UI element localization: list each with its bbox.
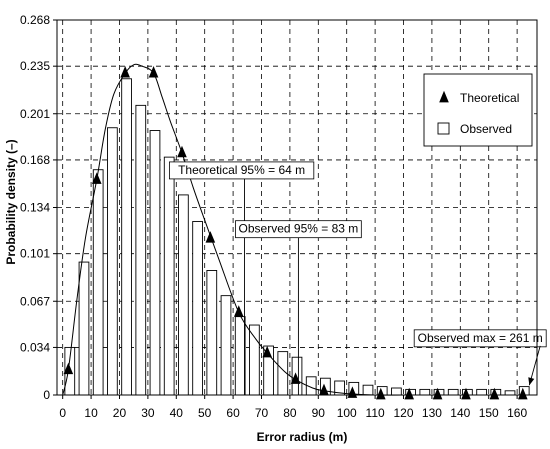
legend-theoretical-marker	[439, 90, 449, 103]
legend-theoretical-label: Theoretical	[460, 91, 519, 105]
annotation-label: Observed max = 261 m	[418, 331, 543, 345]
observed-bar	[78, 261, 90, 396]
theoretical-marker	[148, 65, 159, 78]
observed-bar	[107, 127, 118, 396]
observed-bar	[391, 387, 402, 396]
observed-bar	[419, 388, 431, 396]
annotation-arrowhead	[528, 377, 535, 386]
theoretical-marker	[177, 145, 187, 158]
theoretical-markers	[63, 65, 528, 400]
observed-bar	[192, 221, 203, 396]
x-tick-label: 50	[198, 406, 212, 420]
y-tick-label: 0.067	[20, 294, 50, 308]
x-tick-label: 80	[283, 406, 297, 420]
theoretical-marker	[262, 345, 272, 358]
y-axis-title: Probability density (–)	[4, 139, 18, 264]
theoretical-marker	[205, 231, 216, 243]
y-tick-label: 0.134	[20, 201, 50, 215]
theoretical-marker	[91, 172, 102, 184]
x-tick-label: 0	[59, 406, 66, 420]
x-tick-label: 20	[113, 406, 127, 420]
axes: 0 10 20 30 40 50 60 70 80 90 100 110 120 130 140 150 160…	[20, 13, 538, 420]
x-tick-label: 70	[255, 406, 269, 420]
x-tick-label: 130	[422, 406, 442, 420]
annotation-box	[413, 329, 547, 348]
observed-bar	[121, 78, 132, 396]
legend: Theoretical Observed	[423, 73, 533, 147]
x-tick-label: 140	[450, 406, 470, 420]
observed-bar	[149, 130, 161, 396]
theoretical-marker	[63, 362, 74, 375]
y-tick-label: 0.201	[20, 107, 50, 121]
observed-bar	[476, 388, 487, 396]
y-tick-label: 0.101	[20, 247, 50, 261]
observed-bar	[163, 156, 175, 396]
y-tick-label: 0	[43, 388, 50, 402]
legend-observed-label: Observed	[460, 122, 512, 136]
annotation-box	[169, 161, 315, 180]
y-tick-label: 0.034	[20, 340, 50, 354]
x-tick-label: 40	[170, 406, 184, 420]
theoretical-marker	[319, 383, 329, 396]
legend-observed-swatch	[437, 122, 450, 135]
theoretical-marker	[489, 387, 500, 400]
annotation-label: Theoretical 95% = 64 m	[178, 163, 305, 177]
observed-bar	[362, 384, 374, 396]
y-tick-label: 0.168	[20, 153, 50, 167]
theoretical-marker	[404, 387, 414, 400]
x-tick-label: 120	[393, 406, 413, 420]
x-tick-label: 60	[226, 406, 240, 420]
observed-bar	[220, 295, 232, 396]
y-tick-label: 0.235	[20, 59, 50, 73]
observed-bar	[92, 169, 104, 396]
theoretical-marker	[517, 387, 528, 400]
x-tick-label: 90	[312, 406, 326, 420]
observed-bar	[447, 388, 459, 396]
theoretical-marker	[233, 305, 244, 317]
observed-bar	[504, 390, 516, 396]
observed-bar	[206, 270, 218, 396]
x-tick-label: 110	[366, 406, 385, 420]
theoretical-marker	[432, 387, 443, 400]
theoretical-marker	[375, 387, 386, 400]
observed-bar	[234, 316, 246, 396]
observed-bar	[178, 194, 189, 396]
observed-bar	[135, 104, 147, 396]
annotation-label: Observed 95% = 83 m	[239, 222, 359, 236]
theoretical-marker	[461, 387, 471, 400]
annotations: Theoretical 95% = 64 m Observed 95% = 83 …	[169, 161, 547, 395]
observed-bar	[249, 324, 260, 396]
x-tick-label: 30	[141, 406, 155, 420]
x-tick-label: 160	[507, 406, 527, 420]
x-tick-label: 150	[479, 406, 499, 420]
x-tick-label: 10	[84, 406, 98, 420]
y-tick-label: 0.268	[20, 13, 50, 27]
theoretical-marker	[120, 65, 130, 78]
x-axis-title: Error radius (m)	[257, 430, 348, 444]
x-tick-label: 100	[337, 406, 357, 420]
